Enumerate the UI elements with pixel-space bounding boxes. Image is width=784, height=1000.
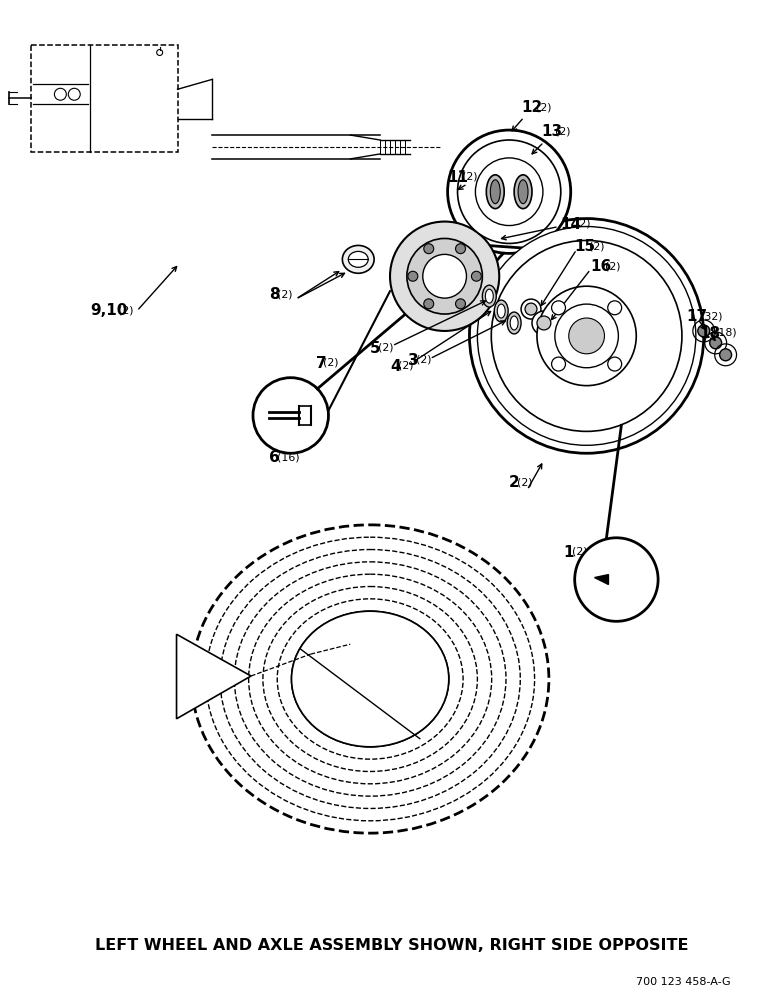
- Text: 8: 8: [269, 287, 280, 302]
- Text: (2): (2): [575, 219, 591, 229]
- Text: (16): (16): [277, 452, 299, 462]
- Text: 17: 17: [686, 309, 707, 324]
- Ellipse shape: [191, 525, 549, 833]
- Text: (2): (2): [118, 305, 134, 315]
- Ellipse shape: [249, 574, 492, 784]
- Ellipse shape: [278, 599, 463, 759]
- Circle shape: [575, 538, 658, 621]
- Circle shape: [470, 219, 704, 453]
- Circle shape: [552, 357, 565, 371]
- Ellipse shape: [343, 245, 374, 273]
- Circle shape: [390, 222, 499, 331]
- Circle shape: [423, 254, 466, 298]
- Text: 9,10: 9,10: [90, 303, 128, 318]
- Text: (2): (2): [378, 343, 394, 353]
- Ellipse shape: [518, 180, 528, 204]
- Circle shape: [475, 158, 543, 226]
- Text: 3: 3: [408, 353, 419, 368]
- Text: 11: 11: [448, 170, 469, 185]
- Text: 13: 13: [541, 124, 562, 139]
- Circle shape: [608, 301, 622, 315]
- Text: (2): (2): [277, 289, 292, 299]
- Text: 1: 1: [564, 545, 574, 560]
- Ellipse shape: [532, 311, 556, 335]
- Ellipse shape: [482, 285, 496, 307]
- Text: (2): (2): [605, 261, 621, 271]
- Circle shape: [710, 337, 721, 349]
- Circle shape: [458, 140, 561, 243]
- Circle shape: [424, 244, 434, 254]
- Text: 700 123 458-A-G: 700 123 458-A-G: [636, 977, 730, 987]
- Ellipse shape: [205, 537, 535, 821]
- Circle shape: [698, 325, 710, 337]
- Ellipse shape: [348, 251, 368, 267]
- Circle shape: [720, 349, 731, 361]
- Circle shape: [568, 318, 604, 354]
- Ellipse shape: [510, 316, 518, 330]
- Text: LEFT WHEEL AND AXLE ASSEMBLY SHOWN, RIGHT SIDE OPPOSITE: LEFT WHEEL AND AXLE ASSEMBLY SHOWN, RIGH…: [95, 938, 689, 953]
- Circle shape: [608, 357, 622, 371]
- Circle shape: [537, 286, 637, 386]
- Polygon shape: [176, 634, 251, 719]
- Circle shape: [157, 50, 162, 55]
- Text: 6: 6: [269, 450, 280, 465]
- Ellipse shape: [514, 175, 532, 209]
- Text: 4: 4: [390, 359, 401, 374]
- Circle shape: [471, 271, 481, 281]
- Ellipse shape: [292, 611, 448, 747]
- Ellipse shape: [485, 289, 493, 303]
- Text: (18): (18): [714, 328, 737, 338]
- Circle shape: [555, 304, 619, 368]
- Ellipse shape: [521, 299, 541, 319]
- Text: (2): (2): [416, 355, 431, 365]
- Text: (2): (2): [517, 477, 532, 487]
- Ellipse shape: [292, 611, 448, 747]
- Circle shape: [407, 238, 482, 314]
- Text: 5: 5: [370, 341, 381, 356]
- Text: (2): (2): [590, 241, 604, 251]
- Ellipse shape: [494, 300, 508, 322]
- Ellipse shape: [525, 303, 537, 315]
- Text: (2): (2): [535, 102, 551, 112]
- Circle shape: [456, 244, 466, 254]
- Text: 7: 7: [315, 356, 326, 371]
- Text: (2): (2): [397, 361, 413, 371]
- Circle shape: [408, 271, 418, 281]
- Circle shape: [456, 299, 466, 309]
- Text: (2): (2): [572, 547, 587, 557]
- Ellipse shape: [220, 550, 521, 808]
- Text: (2): (2): [323, 358, 339, 368]
- Circle shape: [68, 88, 80, 100]
- Ellipse shape: [497, 304, 505, 318]
- Circle shape: [552, 301, 565, 315]
- Circle shape: [492, 240, 682, 431]
- Ellipse shape: [263, 587, 477, 771]
- Ellipse shape: [490, 180, 500, 204]
- Text: 15: 15: [575, 239, 596, 254]
- Circle shape: [424, 299, 434, 309]
- Text: 2: 2: [509, 475, 520, 490]
- Ellipse shape: [234, 562, 506, 796]
- Circle shape: [448, 130, 571, 253]
- Polygon shape: [594, 575, 608, 585]
- Text: (2): (2): [556, 126, 571, 136]
- Circle shape: [253, 378, 328, 453]
- Circle shape: [477, 227, 696, 445]
- Text: 12: 12: [521, 100, 543, 115]
- Circle shape: [54, 88, 67, 100]
- Text: 18: 18: [700, 326, 721, 341]
- Ellipse shape: [486, 175, 504, 209]
- Text: 16: 16: [590, 259, 612, 274]
- Text: (2): (2): [462, 172, 477, 182]
- Ellipse shape: [507, 312, 521, 334]
- Ellipse shape: [537, 316, 551, 330]
- Text: (32): (32): [700, 311, 723, 321]
- Text: 14: 14: [561, 217, 582, 232]
